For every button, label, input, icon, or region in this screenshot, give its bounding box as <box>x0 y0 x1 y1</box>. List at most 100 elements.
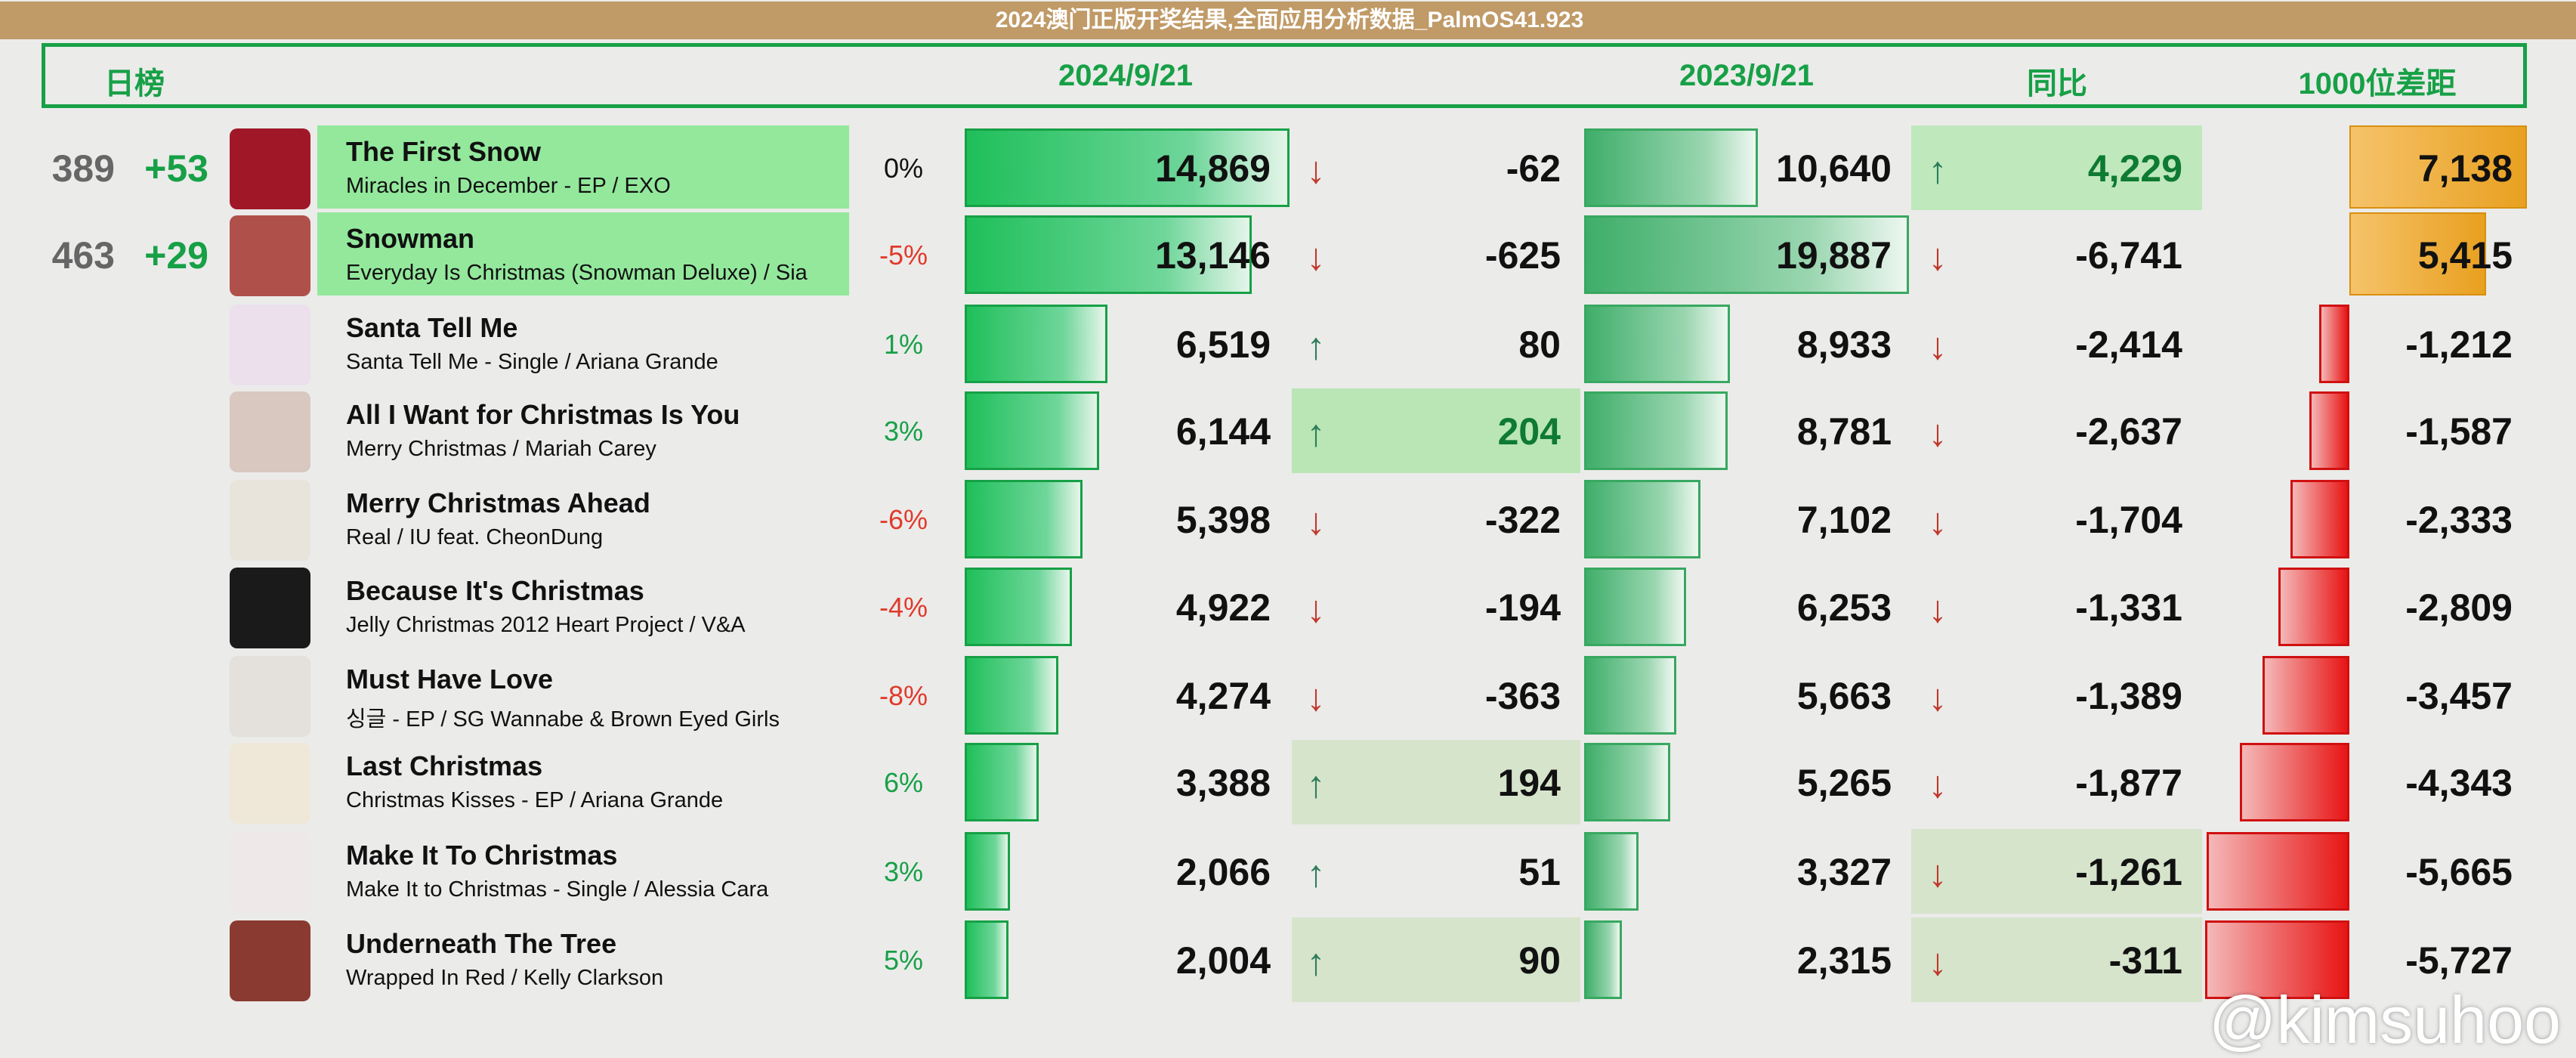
current-value-bar <box>965 656 1058 735</box>
yoy-diff: -1,331 <box>2075 586 2182 629</box>
arrow-down-icon: ↓ <box>1928 500 1947 543</box>
rank-change: +53 <box>144 147 208 190</box>
daily-diff: 194 <box>1497 762 1561 804</box>
current-value: 3,388 <box>1175 762 1271 804</box>
current-value-bar <box>965 832 1010 911</box>
arrow-down-icon: ↓ <box>1306 500 1326 543</box>
gap-bar-negative <box>2278 568 2349 646</box>
overlay-banner-text: 2024澳门正版开奖结果,全面应用分析数据_PalmOS41.923 <box>995 8 1584 32</box>
gap-bar-positive <box>2349 212 2486 295</box>
song-subtitle: Real / IU feat. CheonDung <box>346 525 604 549</box>
daily-diff: 80 <box>1518 323 1561 366</box>
current-value: 2,066 <box>1175 851 1271 893</box>
header-frame <box>42 43 2527 108</box>
arrow-up-icon: ↑ <box>1306 763 1326 806</box>
table-row: All I Want for Christmas Is You Merry Chr… <box>0 388 2576 476</box>
previous-value-bar <box>1584 743 1670 821</box>
current-value: 13,146 <box>1155 234 1271 277</box>
arrow-up-icon: ↑ <box>1306 941 1326 983</box>
previous-value: 3,327 <box>1796 851 1892 893</box>
previous-value-bar <box>1584 391 1728 470</box>
previous-value: 8,933 <box>1796 323 1892 366</box>
song-title: All I Want for Christmas Is You <box>346 399 740 430</box>
yoy-diff: -1,704 <box>2075 499 2182 541</box>
gap-bar-negative <box>2318 305 2349 383</box>
album-art <box>230 480 310 561</box>
yoy-diff: -2,414 <box>2075 323 2182 366</box>
album-art <box>230 743 310 824</box>
gap-value: -5,727 <box>2405 939 2513 982</box>
arrow-down-icon: ↓ <box>1306 588 1326 630</box>
album-art <box>230 832 310 913</box>
percent-change: 3% <box>883 416 924 447</box>
watermark: @kimsuhoo <box>2209 982 2561 1057</box>
song-title: Santa Tell Me <box>346 312 518 343</box>
previous-value-bar <box>1584 568 1687 646</box>
table-row: Make It To Christmas Make It to Christmas… <box>0 829 2576 917</box>
current-value: 4,274 <box>1175 675 1271 717</box>
table-row: Underneath The Tree Wrapped In Red / Kell… <box>0 917 2576 1005</box>
diff-highlight <box>1292 917 1580 1002</box>
yoy-highlight <box>1911 829 2202 914</box>
gap-bar-negative <box>2206 832 2349 911</box>
title-highlight <box>317 212 849 295</box>
gap-value: -2,809 <box>2405 586 2513 629</box>
gap-value: -1,212 <box>2405 323 2513 366</box>
arrow-down-icon: ↓ <box>1306 236 1326 278</box>
rank-change: +29 <box>144 234 208 277</box>
previous-value-bar <box>1584 215 1909 294</box>
song-subtitle: Make It to Christmas - Single / Alessia … <box>346 877 769 902</box>
album-art <box>230 391 310 472</box>
song-title: The First Snow <box>346 136 542 167</box>
current-value-bar <box>965 128 1290 207</box>
album-art <box>230 920 310 1001</box>
overlay-banner: 2024澳门正版开奖结果,全面应用分析数据_PalmOS41.923 <box>0 2 2576 39</box>
arrow-down-icon: ↓ <box>1928 763 1947 806</box>
gap-bar-negative <box>2290 480 2349 558</box>
album-art <box>230 568 310 648</box>
previous-value: 10,640 <box>1776 147 1892 190</box>
percent-change: -8% <box>879 680 928 711</box>
header-yoy: 同比 <box>2027 67 2087 101</box>
header-date-previous: 2023/9/21 <box>1679 59 1814 92</box>
current-value: 6,144 <box>1175 410 1271 453</box>
percent-change: -5% <box>879 240 928 271</box>
diff-highlight <box>1292 740 1580 824</box>
daily-diff: -363 <box>1484 675 1561 717</box>
header-date-current: 2024/9/21 <box>1058 59 1193 92</box>
previous-value: 19,887 <box>1776 234 1892 277</box>
arrow-up-icon: ↑ <box>1306 412 1326 454</box>
table-row: 389 +53 The First Snow Miracles in December… <box>0 125 2576 213</box>
daily-diff: -194 <box>1484 586 1561 629</box>
arrow-down-icon: ↓ <box>1928 676 1947 719</box>
arrow-down-icon: ↓ <box>1928 412 1947 454</box>
percent-change: 1% <box>883 329 924 360</box>
album-art <box>230 656 310 737</box>
gap-bar-positive <box>2349 125 2527 209</box>
yoy-diff: -2,637 <box>2075 410 2182 453</box>
yoy-diff: -1,877 <box>2075 762 2182 804</box>
diff-highlight <box>1292 388 1580 473</box>
previous-value-bar <box>1584 656 1677 735</box>
gap-value: 7,138 <box>2417 147 2513 190</box>
previous-value: 5,663 <box>1796 675 1892 717</box>
previous-value: 8,781 <box>1796 410 1892 453</box>
song-subtitle: Santa Tell Me - Single / Ariana Grande <box>346 350 718 374</box>
album-art <box>230 305 310 385</box>
current-value-bar <box>965 920 1008 999</box>
arrow-down-icon: ↓ <box>1928 941 1947 983</box>
table-row: Because It's Christmas Jelly Christmas 20… <box>0 565 2576 652</box>
gap-bar-negative <box>2262 656 2349 735</box>
yoy-highlight <box>1911 125 2202 210</box>
daily-diff: 51 <box>1518 851 1561 893</box>
yoy-diff: 4,229 <box>2087 147 2182 190</box>
gap-value: -4,343 <box>2405 762 2513 804</box>
song-title: Must Have Love <box>346 664 554 695</box>
current-value-bar <box>965 568 1073 646</box>
current-value-bar <box>965 391 1099 470</box>
header-gap: 1000位差距 <box>2298 67 2457 101</box>
gap-value: -3,457 <box>2405 675 2513 717</box>
table-row: Merry Christmas Ahead Real / IU feat. Che… <box>0 477 2576 565</box>
daily-diff: -322 <box>1484 499 1561 541</box>
song-title: Merry Christmas Ahead <box>346 487 650 518</box>
